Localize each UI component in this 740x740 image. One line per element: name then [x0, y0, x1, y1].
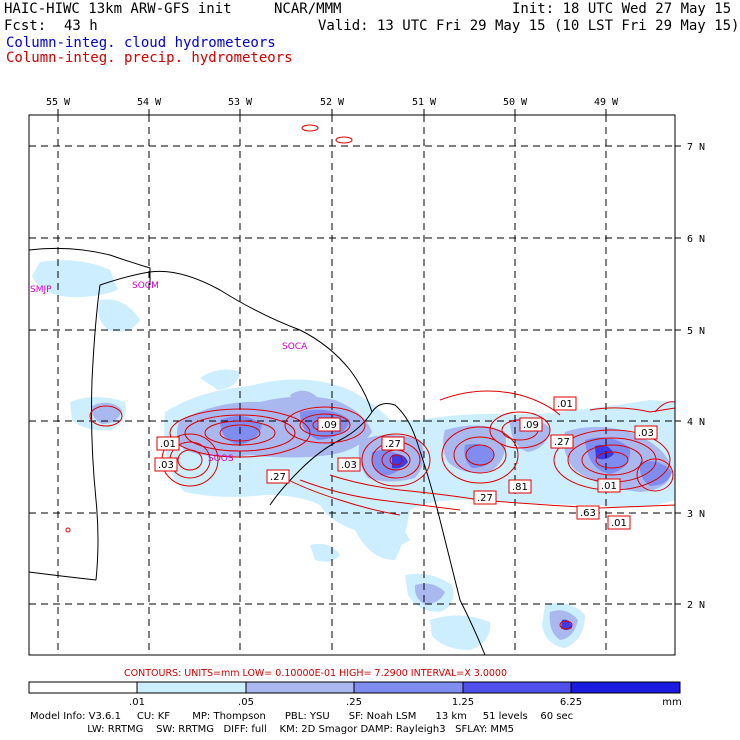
- lon-label-53w: 53 W: [228, 97, 253, 108]
- valid-time: Valid: 13 UTC Fri 29 May 15 (10 LST Fri …: [318, 18, 740, 34]
- contour-label-7: .09: [519, 417, 543, 432]
- colorbar-tick-1: .01: [129, 697, 145, 708]
- cloud-shading-max: [392, 445, 614, 630]
- colorbar: [28, 681, 681, 694]
- lon-label-52w: 52 W: [320, 97, 345, 108]
- contour-label-3: .09: [317, 417, 341, 432]
- lon-label-50w: 50 W: [503, 97, 528, 108]
- lon-label-54w: 54 W: [137, 97, 162, 108]
- model-info-line1: Model Info: V3.6.1 CU: KF MP: Thompson P…: [30, 711, 574, 722]
- contour-label-1: .01: [156, 436, 180, 451]
- svg-text:.03: .03: [638, 428, 654, 439]
- svg-text:.01: .01: [557, 399, 573, 410]
- contour-label-4: .27: [381, 436, 405, 451]
- lat-label-7n: 7 N: [687, 142, 705, 153]
- lat-label-5n: 5 N: [687, 326, 705, 337]
- svg-text:.01: .01: [601, 481, 617, 492]
- lat-lon-grid: [29, 115, 675, 655]
- contour-label-15: .01: [607, 515, 631, 530]
- lat-label-6n: 6 N: [687, 234, 705, 245]
- station-soca: SOCA: [282, 342, 308, 352]
- contour-label-9: .01: [553, 396, 577, 411]
- station-smjp: SMJP: [30, 285, 52, 295]
- svg-text:.27: .27: [477, 493, 493, 504]
- lat-label-2n: 2 N: [687, 600, 705, 611]
- contour-label-10: .03: [634, 425, 658, 440]
- svg-text:.27: .27: [385, 439, 401, 450]
- model-info-line2: LW: RRTMG SW: RRTMG DIFF: full KM: 2D Sm…: [30, 724, 515, 735]
- svg-text:.09: .09: [523, 420, 539, 431]
- contour-label-14: .63: [576, 505, 600, 520]
- lon-label-51w: 51 W: [412, 97, 437, 108]
- map-background: [29, 115, 675, 655]
- station-labels: SMJP SOCM SOCA SOOS: [30, 281, 308, 464]
- contour-labels: .01 .03 .09 .27 .03 .27 .09 .27 .01 .03 …: [154, 396, 658, 530]
- svg-text:.27: .27: [270, 472, 286, 483]
- svg-text:.03: .03: [341, 460, 357, 471]
- lat-label-4n: 4 N: [687, 417, 705, 428]
- map-frame: [28, 114, 676, 656]
- colorbar-tick-5: 6.25: [560, 697, 582, 708]
- contour-label-2: .03: [154, 457, 178, 472]
- init-time: Init: 18 UTC Wed 27 May 15: [512, 1, 732, 17]
- contour-info: CONTOURS: UNITS=mm LOW= 0.10000E-01 HIGH…: [124, 668, 507, 679]
- contour-label-8: .27: [473, 490, 497, 505]
- station-socm: SOCM: [132, 281, 159, 291]
- cloud-field-title: Column-integ. cloud hydrometeors: [6, 35, 276, 51]
- forecast-hours: 43 h: [64, 18, 98, 34]
- lon-label-49w: 49 W: [594, 97, 619, 108]
- svg-text:.01: .01: [160, 439, 176, 450]
- svg-text:.03: .03: [158, 460, 174, 471]
- svg-text:.09: .09: [321, 420, 337, 431]
- svg-text:.81: .81: [512, 482, 528, 493]
- svg-text:.01: .01: [611, 518, 627, 529]
- svg-text:.63: .63: [580, 508, 596, 519]
- contour-label-5: .03: [337, 457, 361, 472]
- contour-label-11: .27: [550, 434, 574, 449]
- colorbar-tick-3: .25: [346, 697, 362, 708]
- lon-labels: 55 W 54 W 53 W 52 W 51 W 50 W 49 W: [46, 97, 619, 108]
- colorbar-ticks: .01 .05 .25 1.25 6.25 mm: [129, 697, 682, 708]
- forecast-label: Fcst:: [4, 18, 47, 34]
- contour-label-6: .27: [266, 469, 290, 484]
- colorbar-tick-2: .05: [238, 697, 254, 708]
- precip-field-title: Column-integ. precip. hydrometeors: [6, 50, 293, 66]
- coastline: [28, 247, 486, 656]
- lon-label-55w: 55 W: [46, 97, 71, 108]
- station-soos: SOOS: [208, 454, 234, 464]
- org-label: NCAR/MMM: [274, 1, 342, 17]
- model-title: HAIC-HIWC 13km ARW-GFS init: [4, 1, 232, 17]
- colorbar-tick-4: 1.25: [452, 697, 474, 708]
- lat-labels: 7 N 6 N 5 N 4 N 3 N 2 N: [687, 142, 705, 611]
- lat-label-3n: 3 N: [687, 509, 705, 520]
- colorbar-units: mm: [662, 697, 681, 708]
- svg-text:.27: .27: [554, 437, 570, 448]
- contour-label-12: .81: [508, 479, 532, 494]
- frame-ticks: [57, 109, 681, 605]
- contour-label-13: .01: [597, 478, 621, 493]
